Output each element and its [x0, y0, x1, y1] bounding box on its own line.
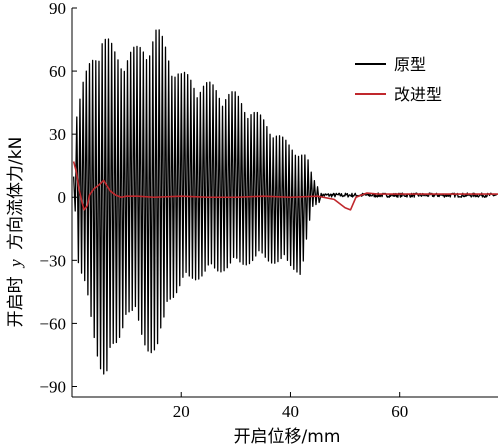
plot-area: 20 40 60 90 60 30 0 −30 −60 −90 [39, 0, 498, 421]
y-tick-label-0: 0 [58, 188, 67, 207]
y-axis-label-part-1: 开启时 [6, 276, 26, 327]
series-layer [72, 29, 498, 375]
legend-label-improved: 改进型 [394, 85, 442, 104]
series-original-line [72, 29, 498, 375]
x-tick-label-40: 40 [282, 402, 299, 421]
x-tick-label-60: 60 [391, 402, 408, 421]
series-improved-line [72, 161, 498, 211]
y-tick-label-90: 90 [49, 0, 66, 18]
y-axis-label-part-2: y [6, 259, 25, 269]
legend: 原型 改进型 [355, 55, 442, 104]
y-ticks: 90 60 30 0 −30 −60 −90 [39, 0, 77, 396]
legend-label-original: 原型 [394, 55, 426, 74]
y-tick-label--90: −90 [39, 377, 66, 396]
x-tick-label-20: 20 [173, 402, 190, 421]
y-tick-label-30: 30 [49, 125, 66, 144]
x-axis-label: 开启位移/mm [234, 427, 341, 447]
x-ticks: 20 40 60 [173, 392, 408, 421]
y-axis-label: 开启时 y 方向流体力/kN [6, 137, 26, 328]
y-axis-label-part-3: 方向流体力/kN [6, 137, 26, 250]
y-tick-label--60: −60 [39, 314, 66, 333]
y-tick-label-60: 60 [49, 62, 66, 81]
y-tick-label--30: −30 [39, 251, 66, 270]
